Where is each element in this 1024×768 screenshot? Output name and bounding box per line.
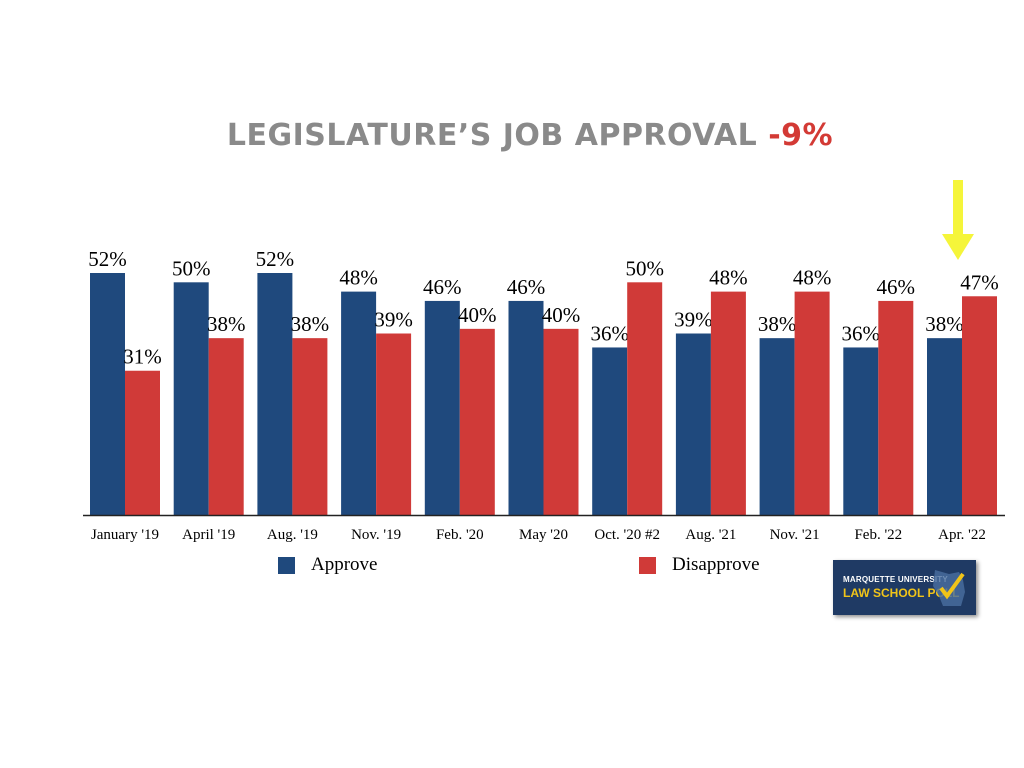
logo-university: MARQUETTE UNIVERSITY [843,575,948,584]
x-tick-label-2: Aug. '19 [267,527,318,543]
bar-disapprove-0 [125,370,160,515]
data-label-disapprove-4: 40% [458,303,497,327]
legend-approve-label: Approve [311,554,378,575]
data-label-approve-10: 38% [925,312,964,336]
bar-approve-10 [927,338,962,515]
legend-disapprove-swatch [639,556,656,574]
bar-approve-8 [759,338,795,515]
data-label-approve-5: 46% [507,275,546,299]
data-label-approve-7: 39% [674,308,713,332]
bar-approve-3 [341,291,377,515]
data-label-disapprove-8: 48% [793,266,832,290]
legend-approve: Approve [278,554,377,576]
x-tick-label-5: May '20 [519,527,568,543]
legend-disapprove: Disapprove [639,554,760,576]
data-label-approve-3: 48% [339,266,378,290]
x-tick-label-8: Nov. '21 [770,527,820,543]
highlight-arrow-icon [942,180,974,260]
bar-disapprove-4 [459,328,495,515]
x-tick-label-7: Aug. '21 [685,527,736,543]
bar-disapprove-10 [962,296,997,515]
data-label-approve-2: 52% [256,247,295,271]
bar-approve-7 [675,333,711,515]
data-label-disapprove-5: 40% [542,303,581,327]
wisconsin-check-icon [933,570,965,606]
data-label-disapprove-7: 48% [709,266,748,290]
x-tick-label-0: January '19 [91,527,159,543]
legend-disapprove-label: Disapprove [672,554,760,575]
bar-approve-4 [424,300,460,515]
bar-approve-0 [90,273,125,515]
bar-disapprove-6 [627,282,663,515]
bar-approve-1 [173,282,209,515]
chart-title-change: -9% [768,118,834,153]
data-label-approve-8: 38% [758,312,797,336]
chart-title-main: LEGISLATURE’S JOB APPROVAL [226,118,758,153]
data-label-disapprove-3: 39% [374,308,413,332]
bar-approve-5 [508,300,544,515]
bar-disapprove-1 [208,338,244,515]
x-tick-label-9: Feb. '22 [854,527,902,543]
x-tick-label-1: April '19 [182,527,235,543]
data-label-approve-0: 52% [88,247,127,271]
x-tick-label-4: Feb. '20 [436,527,484,543]
bar-disapprove-5 [543,328,579,515]
data-label-disapprove-9: 46% [877,275,916,299]
logo-poll-name: LAW SCHOOL POLL [843,586,960,600]
data-label-approve-9: 36% [842,321,881,345]
bar-approve-6 [592,347,628,515]
data-label-disapprove-2: 38% [291,312,330,336]
bar-approve-2 [257,273,293,515]
data-label-approve-4: 46% [423,275,462,299]
data-label-approve-6: 36% [590,321,629,345]
data-label-disapprove-0: 31% [123,345,162,369]
data-label-disapprove-6: 50% [625,256,664,280]
legend-approve-swatch [278,556,295,574]
data-label-approve-1: 50% [172,256,211,280]
bar-disapprove-9 [878,300,914,515]
poll-logo: MARQUETTE UNIVERSITY LAW SCHOOL POLL [833,560,976,615]
bar-disapprove-7 [710,291,746,515]
bar-approve-9 [843,347,879,515]
data-label-disapprove-10: 47% [960,270,999,294]
x-tick-label-10: Apr. '22 [938,527,986,543]
bar-disapprove-8 [794,291,830,515]
x-tick-label-6: Oct. '20 #2 [594,527,660,543]
x-tick-label-3: Nov. '19 [351,527,401,543]
chart-title: LEGISLATURE’S JOB APPROVAL -9% [0,118,1024,153]
data-label-disapprove-1: 38% [207,312,246,336]
bar-disapprove-2 [292,338,328,515]
bar-disapprove-3 [376,333,412,515]
